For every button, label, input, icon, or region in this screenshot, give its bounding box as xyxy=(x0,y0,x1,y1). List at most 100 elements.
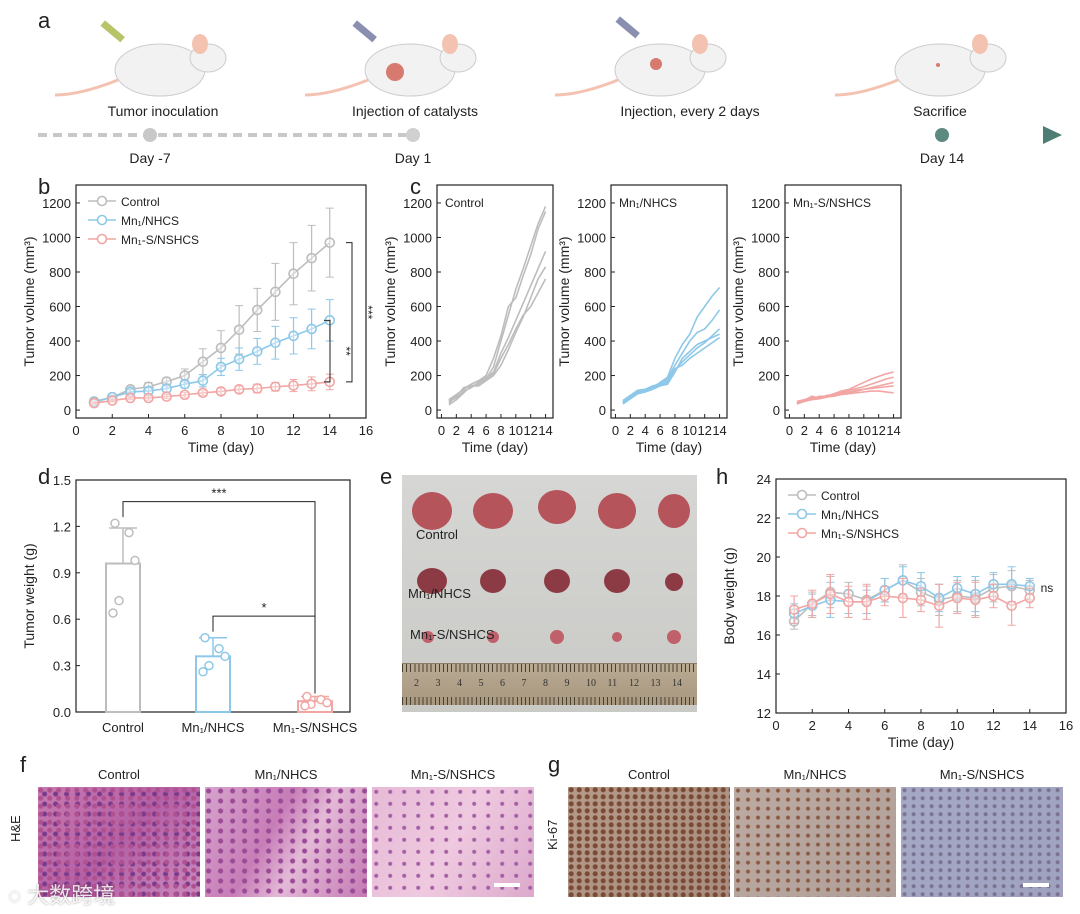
y-tick-label: 400 xyxy=(584,334,606,349)
scale-bar xyxy=(1023,883,1049,887)
series-line xyxy=(793,593,1031,611)
significance-label: ** xyxy=(339,346,353,356)
ki67-header: Mn₁/NHCS xyxy=(783,767,847,782)
data-point xyxy=(306,378,317,390)
chart-title: Control xyxy=(445,196,484,210)
timeline-event: Tumor inoculation xyxy=(107,103,219,119)
x-tick-label: 8 xyxy=(217,423,224,438)
data-point xyxy=(106,395,118,406)
x-axis-label: Time (day) xyxy=(188,439,254,455)
x-tick-label: 12 xyxy=(697,423,711,438)
photo-label-control: Control xyxy=(416,527,458,542)
photo-label-nshcs: Mn₁-S/NSHCS xyxy=(410,627,495,642)
data-point xyxy=(306,252,317,264)
legend-label: Mn₁-S/NSHCS xyxy=(121,233,199,247)
significance-label: ns xyxy=(1041,581,1054,595)
timeline-day: Day -7 xyxy=(129,150,171,166)
series-line xyxy=(793,579,1030,622)
data-point xyxy=(179,389,191,401)
ruler-number: 14 xyxy=(672,678,682,689)
x-axis-label: Time (day) xyxy=(462,439,528,455)
x-tick-label: 14 xyxy=(1023,718,1037,733)
timeline-day: Day 14 xyxy=(919,150,965,166)
ruler-number: 10 xyxy=(586,678,596,689)
data-point xyxy=(251,383,263,394)
data-point xyxy=(288,268,299,280)
axes-frame-d xyxy=(75,479,351,713)
data-point xyxy=(161,391,172,402)
series-line xyxy=(93,319,331,404)
data-point xyxy=(1006,600,1017,612)
y-tick-label: 1000 xyxy=(42,230,71,245)
timeline-arrow-icon xyxy=(1043,126,1062,144)
data-point xyxy=(251,346,263,357)
significance-label: *** xyxy=(211,486,226,501)
watermark-logo: ◌ 大数跨境 xyxy=(8,883,116,908)
y-tick-label: 0 xyxy=(599,403,606,418)
series-line xyxy=(94,381,330,404)
mouse-illustration xyxy=(834,34,1007,97)
y-tick-label: 0 xyxy=(425,403,432,418)
x-tick-label: 2 xyxy=(627,423,634,438)
y-tick-label: 400 xyxy=(49,334,71,349)
legend-marker xyxy=(796,489,808,501)
he-image-control xyxy=(38,787,200,897)
data-point xyxy=(233,384,245,395)
data-point xyxy=(970,594,981,606)
axes-frame-c3 xyxy=(784,184,902,419)
y-tick-label: 20 xyxy=(757,550,771,565)
photo-label-nhcs: Mn₁/NHCS xyxy=(408,586,471,601)
y-tick-label: 1000 xyxy=(577,230,606,245)
x-tick-label: 4 xyxy=(816,423,823,438)
x-tick-label: 12 xyxy=(286,423,300,438)
x-tick-label: 0 xyxy=(438,423,445,438)
y-tick-label: 14 xyxy=(757,667,771,682)
x-tick-label: 16 xyxy=(1059,718,1073,733)
significance-bracket xyxy=(346,242,353,383)
data-point xyxy=(788,604,800,615)
he-header: Mn₁/NHCS xyxy=(254,767,318,782)
category-label: Mn₁-S/NSHCS xyxy=(273,720,358,735)
data-point xyxy=(251,304,263,316)
axes-frame-c1 xyxy=(436,184,554,419)
x-tick-label: 8 xyxy=(845,423,852,438)
series-line xyxy=(622,336,721,402)
data-point xyxy=(233,324,245,336)
he-header: Control xyxy=(98,767,140,782)
legend-label: Mn₁/NHCS xyxy=(121,214,179,228)
legend-label: Mn₁-S/NSHCS xyxy=(821,527,899,541)
data-point xyxy=(198,667,208,677)
x-tick-label: 2 xyxy=(109,423,116,438)
ki67-image-nshcs xyxy=(901,787,1063,897)
y-tick-label: 1000 xyxy=(403,230,432,245)
mouse-illustration xyxy=(304,20,477,97)
y-axis-label: Tumor volume (mm³) xyxy=(382,236,398,366)
data-point xyxy=(110,518,120,529)
y-axis-label: Tumor volume (mm³) xyxy=(730,236,746,366)
y-tick-label: 400 xyxy=(410,334,432,349)
x-tick-label: 10 xyxy=(250,423,264,438)
x-tick-label: 0 xyxy=(612,423,619,438)
significance-bracket xyxy=(212,615,315,632)
legend-marker xyxy=(96,214,108,226)
data-point xyxy=(214,643,224,654)
tumor-specimens xyxy=(412,490,690,644)
x-tick-label: 8 xyxy=(671,423,678,438)
x-tick-label: 0 xyxy=(72,423,79,438)
legend-label: Control xyxy=(121,195,160,209)
x-tick-label: 2 xyxy=(809,718,816,733)
legend-label: Mn₁/NHCS xyxy=(821,508,879,522)
panel-label-g: g xyxy=(548,752,561,777)
data-point xyxy=(843,596,854,608)
category-label: Mn₁/NHCS xyxy=(182,720,245,735)
data-point xyxy=(125,392,136,404)
x-tick-label: 0 xyxy=(772,718,779,733)
y-tick-label: 16 xyxy=(757,628,771,643)
chart-title: Mn₁/NHCS xyxy=(619,196,677,210)
panel-label-c: c xyxy=(410,174,421,199)
category-label: Control xyxy=(102,720,144,735)
data-point xyxy=(233,353,245,365)
he-header: Mn₁-S/NSHCS xyxy=(410,767,496,782)
data-point xyxy=(270,286,281,298)
series-line xyxy=(622,328,721,403)
